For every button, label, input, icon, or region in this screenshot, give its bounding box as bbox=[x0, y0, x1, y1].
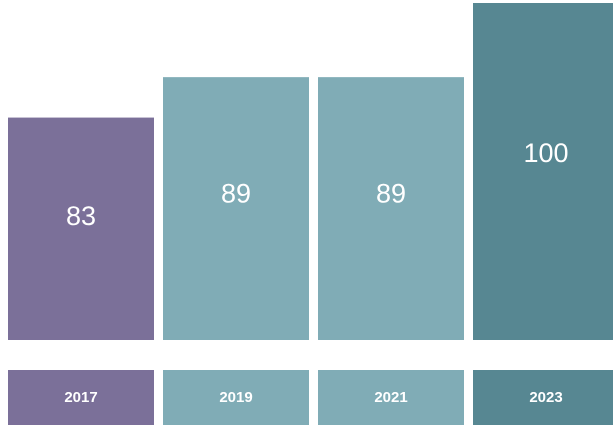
value-label: 89 bbox=[221, 179, 251, 209]
category-label: 2021 bbox=[374, 389, 407, 406]
value-label: 100 bbox=[523, 138, 568, 168]
bar bbox=[318, 77, 464, 340]
category-box bbox=[318, 370, 464, 425]
category-label: 2019 bbox=[219, 389, 252, 406]
category-label: 2023 bbox=[529, 389, 562, 406]
value-label: 83 bbox=[66, 201, 96, 231]
category-box bbox=[8, 370, 154, 425]
bar bbox=[163, 77, 309, 340]
value-label: 89 bbox=[376, 179, 406, 209]
category-box bbox=[473, 370, 613, 425]
category-box bbox=[163, 370, 309, 425]
category-label: 2017 bbox=[64, 389, 97, 406]
bar bbox=[8, 117, 154, 340]
bar bbox=[473, 3, 613, 340]
